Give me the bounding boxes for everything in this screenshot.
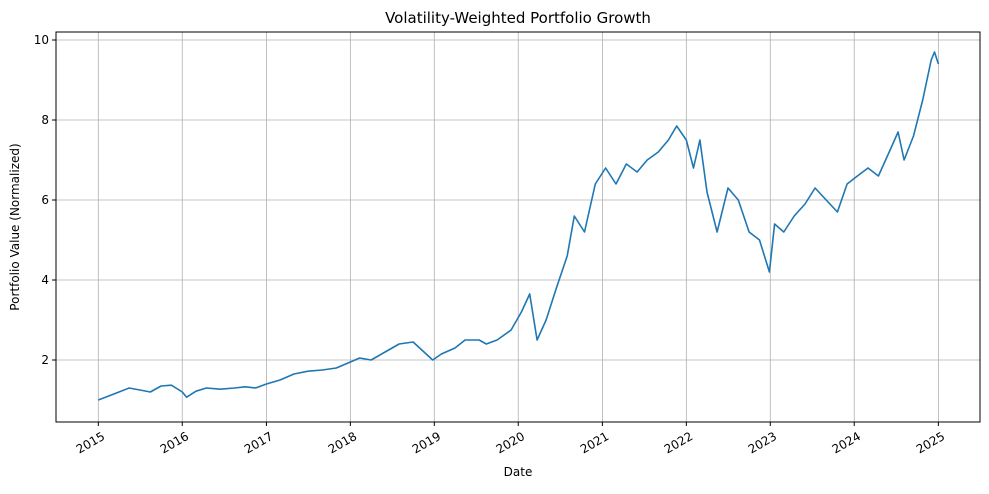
series-line xyxy=(98,51,940,401)
y-tick-label: 8 xyxy=(41,113,49,127)
y-tick-label: 4 xyxy=(41,273,49,287)
chart-title: Volatility-Weighted Portfolio Growth xyxy=(385,9,651,27)
series-layer xyxy=(98,51,940,401)
y-tick-label: 10 xyxy=(34,33,49,47)
y-axis-label: Portfolio Value (Normalized) xyxy=(8,143,22,310)
x-axis-label: Date xyxy=(504,465,533,479)
y-tick-label: 2 xyxy=(41,353,49,367)
y-axis: 2 4 6 8 10 xyxy=(34,33,56,367)
y-tick-label: 6 xyxy=(41,193,49,207)
